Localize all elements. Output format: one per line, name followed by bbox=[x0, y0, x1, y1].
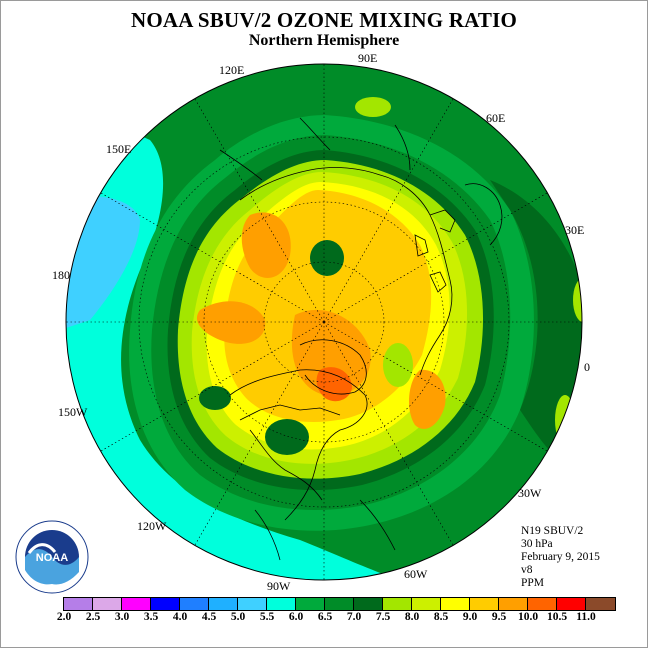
colorbar-tick-label: 8.5 bbox=[433, 611, 449, 623]
lon-label-120e: 120E bbox=[219, 63, 245, 77]
colorbar-tick-label: 11.0 bbox=[576, 611, 596, 623]
colorbar-cell bbox=[209, 598, 238, 610]
colorbar-tick-label: 10.5 bbox=[546, 611, 568, 623]
info-unit: PPM bbox=[521, 577, 545, 589]
colorbar-tick-label: 6.5 bbox=[317, 611, 333, 623]
lon-label-30w: 30W bbox=[518, 486, 542, 500]
lon-label-0: 0 bbox=[584, 360, 590, 374]
zone-9.5-c bbox=[291, 309, 371, 396]
colorbar-cell bbox=[499, 598, 528, 610]
zone-9.5-a bbox=[241, 212, 291, 278]
colorbar-cell bbox=[470, 598, 499, 610]
colorbar-cell bbox=[238, 598, 267, 610]
colorbar-cell bbox=[122, 598, 151, 610]
colorbar-tick-label: 7.0 bbox=[346, 611, 362, 623]
logo-text: NOAA bbox=[36, 552, 68, 564]
map-title: NOAA SBUV/2 OZONE MIXING RATIO bbox=[131, 8, 517, 32]
colorbar-tick-label: 9.0 bbox=[462, 611, 478, 623]
colorbar-cell bbox=[557, 598, 586, 610]
lon-label-150w: 150W bbox=[58, 405, 88, 419]
info-level: 30 hPa bbox=[521, 538, 553, 550]
info-block: N19 SBUV/2 30 hPa February 9, 2015 v8 PP… bbox=[521, 525, 600, 590]
info-version: v8 bbox=[521, 564, 533, 576]
colorbar-cell bbox=[267, 598, 296, 610]
graticule bbox=[66, 64, 582, 580]
colorbar-cell bbox=[296, 598, 325, 610]
lon-label-30e: 30E bbox=[565, 223, 585, 237]
colorbar-tick-label: 3.0 bbox=[114, 611, 130, 623]
colorbar-cell bbox=[354, 598, 383, 610]
colorbar-cell bbox=[151, 598, 180, 610]
info-satellite: N19 SBUV/2 bbox=[521, 525, 584, 537]
colorbar-cell bbox=[180, 598, 209, 610]
zone-7.5-blob-g bbox=[555, 395, 575, 445]
colorbar-tick-label: 9.5 bbox=[491, 611, 507, 623]
map-subtitle: Northern Hemisphere bbox=[248, 32, 400, 49]
colorbar-tick-label: 6.0 bbox=[288, 611, 304, 623]
colorbar-tick-label: 8.0 bbox=[404, 611, 420, 623]
zone-5.5-west bbox=[66, 100, 430, 580]
colorbar-tick-label: 2.0 bbox=[56, 611, 72, 623]
map-boundary bbox=[65, 63, 583, 581]
colorbar bbox=[63, 597, 616, 611]
lon-label-180: 180 bbox=[52, 268, 70, 282]
colorbar-cell bbox=[528, 598, 557, 610]
zone-7.5-blob-d bbox=[383, 343, 413, 387]
colorbar-tick-label: 2.5 bbox=[85, 611, 101, 623]
zone-7.5-blob-e bbox=[355, 97, 391, 117]
colorbar-tick-label: 10.0 bbox=[517, 611, 539, 623]
colorbar-tick-label: 7.5 bbox=[375, 611, 391, 623]
colorbar-tick-label: 5.5 bbox=[259, 611, 275, 623]
zone-7.0-blob-c bbox=[199, 386, 231, 410]
colorbar-cell bbox=[325, 598, 354, 610]
colorbar-tick-label: 4.0 bbox=[172, 611, 188, 623]
zone-7.5-blob-f bbox=[573, 278, 582, 322]
colorbar-cell bbox=[64, 598, 93, 610]
zone-7.0-blob-b bbox=[265, 419, 309, 455]
colorbar-cell bbox=[441, 598, 470, 610]
lon-label-60w: 60W bbox=[404, 567, 428, 581]
colorbar-tick-label: 3.5 bbox=[143, 611, 159, 623]
colorbar-cell bbox=[383, 598, 412, 610]
zone-9.5-b bbox=[196, 301, 266, 344]
zone-9.5-d bbox=[408, 369, 446, 429]
lon-label-90w: 90W bbox=[267, 579, 291, 593]
lon-label-150e: 150E bbox=[106, 142, 132, 156]
noaa-logo-icon: NOAA bbox=[15, 520, 89, 594]
colorbar-tick-label: 5.0 bbox=[230, 611, 246, 623]
lon-label-60e: 60E bbox=[486, 111, 506, 125]
lon-label-120w: 120W bbox=[137, 519, 167, 533]
colorbar-cell bbox=[586, 598, 615, 610]
colorbar-ticks: 2.0 2.5 3.0 3.5 4.0 4.5 5.0 5.5 6.0 6.5 7.0 7.5 8.0 8… bbox=[0, 611, 648, 627]
colorbar-cell bbox=[412, 598, 441, 610]
colorbar-cell bbox=[93, 598, 122, 610]
zone-7.0-blob-a bbox=[310, 240, 344, 276]
colorbar-tick-label: 4.5 bbox=[201, 611, 217, 623]
lon-label-90e: 90E bbox=[358, 51, 378, 65]
info-date: February 9, 2015 bbox=[521, 551, 600, 563]
zone-10.0 bbox=[316, 367, 352, 402]
coastlines bbox=[219, 117, 503, 561]
